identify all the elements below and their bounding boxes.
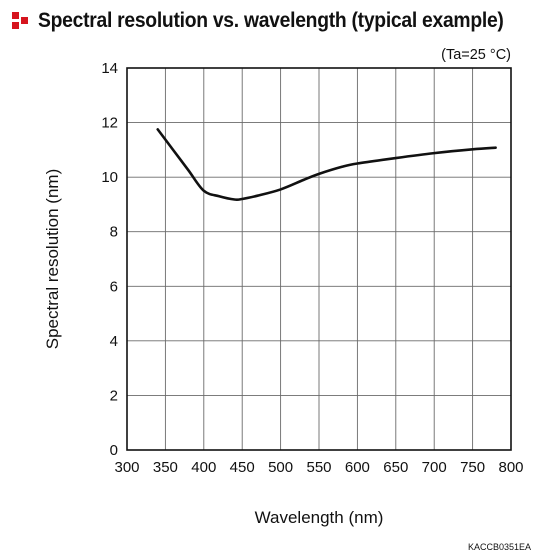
x-tick-label: 450 [230, 459, 255, 476]
series-line [156, 128, 497, 202]
x-tick-label: 550 [306, 459, 331, 476]
chart-title: Spectral resolution vs. wavelength (typi… [38, 9, 504, 32]
x-tick-label: 500 [268, 459, 293, 476]
x-tick-label: 350 [153, 459, 178, 476]
plot-frame [126, 67, 512, 451]
condition-note: (Ta=25 °C) [441, 47, 511, 63]
y-tick-label: 0 [110, 442, 118, 459]
y-tick-label: 12 [101, 115, 118, 132]
y-tick-label: 6 [110, 278, 118, 295]
y-tick-label: 14 [101, 60, 118, 77]
y-tick-label: 4 [110, 333, 118, 350]
figure-code: KACCB0351EA [468, 542, 531, 552]
y-axis-label: Spectral resolution (nm) [43, 169, 62, 349]
y-tick-label: 8 [110, 224, 118, 241]
x-tick-label: 800 [498, 459, 523, 476]
y-tick-label: 10 [101, 169, 118, 186]
red-block-logo-icon [12, 12, 30, 30]
y-tick-label: 2 [110, 387, 118, 404]
x-tick-label: 300 [114, 459, 139, 476]
title-row: Spectral resolution vs. wavelength (typi… [12, 6, 543, 36]
x-tick-label: 600 [345, 459, 370, 476]
x-tick-label: 750 [460, 459, 485, 476]
x-tick-label: 650 [383, 459, 408, 476]
x-tick-label: 400 [191, 459, 216, 476]
x-tick-label: 700 [422, 459, 447, 476]
x-axis-label: Wavelength (nm) [255, 508, 384, 527]
